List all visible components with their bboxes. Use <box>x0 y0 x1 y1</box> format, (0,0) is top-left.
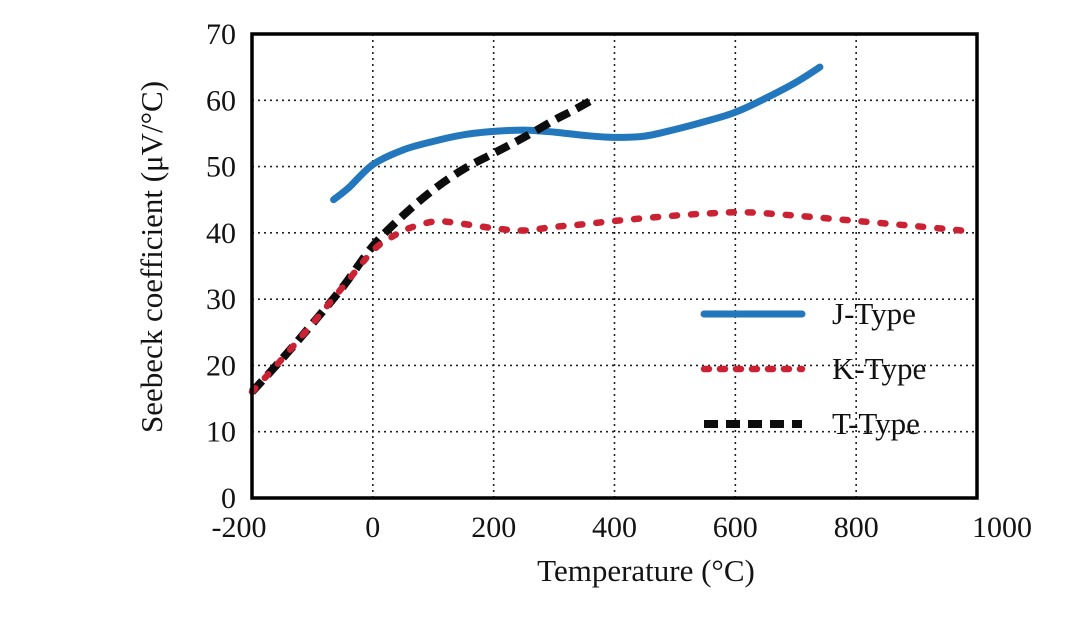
k-type-line-swatch-icon <box>700 365 806 372</box>
legend-label-k-type: K-Type <box>832 350 927 386</box>
y-axis-label: Seebeck coefficient (μV/°C) <box>134 80 169 434</box>
y-tick-label: 20 <box>206 349 236 382</box>
y-tick-label: 30 <box>206 283 236 316</box>
x-tick-label: 0 <box>365 511 380 544</box>
y-tick-label: 50 <box>206 151 236 184</box>
y-tick-label: 70 <box>206 18 236 51</box>
y-tick-label: 0 <box>221 482 236 515</box>
x-tick-label: 800 <box>834 511 879 544</box>
y-tick-label: 40 <box>206 217 236 250</box>
legend: J-Type K-Type T-Type <box>698 286 926 451</box>
y-tick-label: 60 <box>206 84 236 117</box>
plot-border <box>250 32 979 500</box>
x-tick-label: 1000 <box>972 511 1032 544</box>
legend-item-j-type: J-Type <box>698 286 926 341</box>
j-type-line-swatch-icon <box>700 310 806 317</box>
x-tick-label: 600 <box>713 511 758 544</box>
legend-item-k-type: K-Type <box>698 341 926 396</box>
x-axis-label: Temperature (°C) <box>537 553 755 588</box>
legend-item-t-type: T-Type <box>698 396 926 451</box>
curve-j-type <box>330 63 824 204</box>
y-tick-label: 10 <box>206 416 236 449</box>
legend-label-j-type: J-Type <box>832 295 916 331</box>
x-tick-label: -200 <box>212 511 267 544</box>
legend-label-t-type: T-Type <box>832 405 920 441</box>
curve-k-type <box>248 208 969 396</box>
t-type-line-swatch-icon <box>704 419 802 428</box>
x-tick-label: 200 <box>471 511 516 544</box>
x-tick-label: 400 <box>592 511 637 544</box>
